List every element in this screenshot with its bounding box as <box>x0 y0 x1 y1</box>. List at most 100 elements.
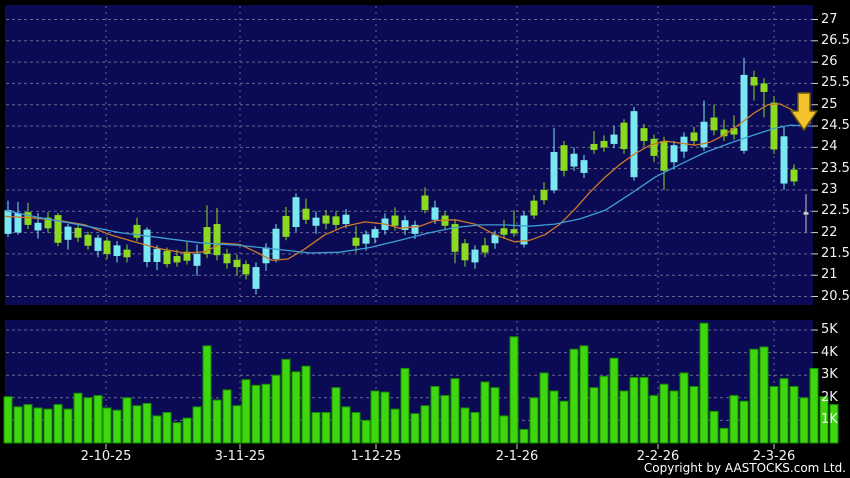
volume-bar <box>460 407 470 444</box>
volume-bar <box>370 390 380 444</box>
candle <box>431 207 439 220</box>
candle <box>660 140 668 171</box>
candle <box>730 128 738 135</box>
volume-bar <box>301 365 311 444</box>
candle <box>24 212 32 225</box>
candle <box>640 128 648 141</box>
volume-bar <box>83 397 93 444</box>
volume-bar <box>122 397 132 444</box>
volume-bar <box>241 379 251 444</box>
volume-bar <box>291 371 301 444</box>
volume-bar <box>341 406 351 444</box>
volume-bar <box>33 407 43 444</box>
candle <box>520 215 528 245</box>
volume-bar <box>3 396 13 444</box>
price-axis-label: 24 <box>821 139 838 155</box>
volume-axis-label: 3K <box>821 367 838 383</box>
volume-bar <box>162 411 172 444</box>
candle <box>94 237 102 251</box>
candle <box>500 228 508 235</box>
volume-bar <box>192 406 202 444</box>
price-axis-label: 22 <box>821 224 838 240</box>
candle <box>630 111 638 178</box>
candle <box>193 253 201 266</box>
volume-bar <box>649 395 659 444</box>
candle <box>233 259 241 268</box>
volume-bar <box>361 419 371 444</box>
volume-bar <box>182 417 192 444</box>
candle <box>760 83 768 92</box>
candle <box>133 224 141 238</box>
candle <box>153 248 161 262</box>
volume-bar <box>400 367 410 444</box>
volume-bar <box>93 395 103 444</box>
volume-bar <box>251 384 261 444</box>
price-axis-label: 23.5 <box>821 160 850 176</box>
candle <box>242 264 250 275</box>
candle <box>650 138 658 156</box>
volume-bar <box>599 375 609 444</box>
candle <box>580 160 588 173</box>
candle <box>34 222 42 231</box>
candle <box>213 224 221 256</box>
candle <box>720 129 728 137</box>
volume-bar <box>321 411 331 444</box>
volume-bar <box>102 407 112 444</box>
candle <box>163 250 171 265</box>
date-axis-label: 2-10-25 <box>80 449 132 464</box>
volume-bar <box>809 367 819 444</box>
candle <box>750 77 758 86</box>
price-axis-label: 21 <box>821 267 838 283</box>
volume-bar <box>331 387 341 444</box>
date-axis-label: 3-11-25 <box>214 449 266 464</box>
candle <box>421 195 429 210</box>
volume-bar <box>450 378 460 444</box>
candle <box>570 153 578 167</box>
volume-bar <box>23 404 33 444</box>
volume-bar <box>271 374 281 444</box>
volume-bar <box>63 408 73 444</box>
candle <box>620 122 628 150</box>
price-axis-label: 26 <box>821 54 838 70</box>
candle <box>600 140 608 148</box>
volume-bar <box>152 415 162 444</box>
volume-bar <box>509 336 519 444</box>
volume-bar <box>679 372 689 444</box>
volume-axis-label: 5K <box>821 322 838 337</box>
volume-bar <box>380 391 390 444</box>
candle <box>64 226 72 240</box>
price-panel[interactable] <box>5 5 813 305</box>
candle <box>272 228 280 259</box>
volume-bar <box>699 322 709 444</box>
price-axis-label: 22.5 <box>821 203 850 219</box>
volume-bar <box>261 383 271 444</box>
volume-bar <box>281 358 291 444</box>
volume-bar <box>759 346 769 444</box>
volume-bar <box>142 402 152 444</box>
volume-bar <box>779 378 789 444</box>
volume-bar <box>390 408 400 444</box>
volume-bar <box>519 428 529 444</box>
candle <box>740 74 748 151</box>
volume-bar <box>729 395 739 444</box>
volume-bar <box>172 422 182 444</box>
volume-bar <box>232 405 242 444</box>
volume-bar <box>749 348 759 444</box>
candle <box>252 267 260 289</box>
candle <box>690 132 698 141</box>
volume-bar <box>470 411 480 444</box>
volume-bar <box>53 404 63 444</box>
volume-bar <box>212 399 222 444</box>
candle <box>292 197 300 228</box>
candle <box>322 215 330 224</box>
volume-bar <box>739 400 749 444</box>
candle <box>560 145 568 171</box>
volume-axis-label: 1K <box>821 412 838 428</box>
price-axis-label: 24.5 <box>821 118 850 134</box>
volume-bar <box>202 345 212 444</box>
volume-bar <box>619 390 629 444</box>
candle <box>4 209 12 234</box>
candle <box>550 152 558 191</box>
